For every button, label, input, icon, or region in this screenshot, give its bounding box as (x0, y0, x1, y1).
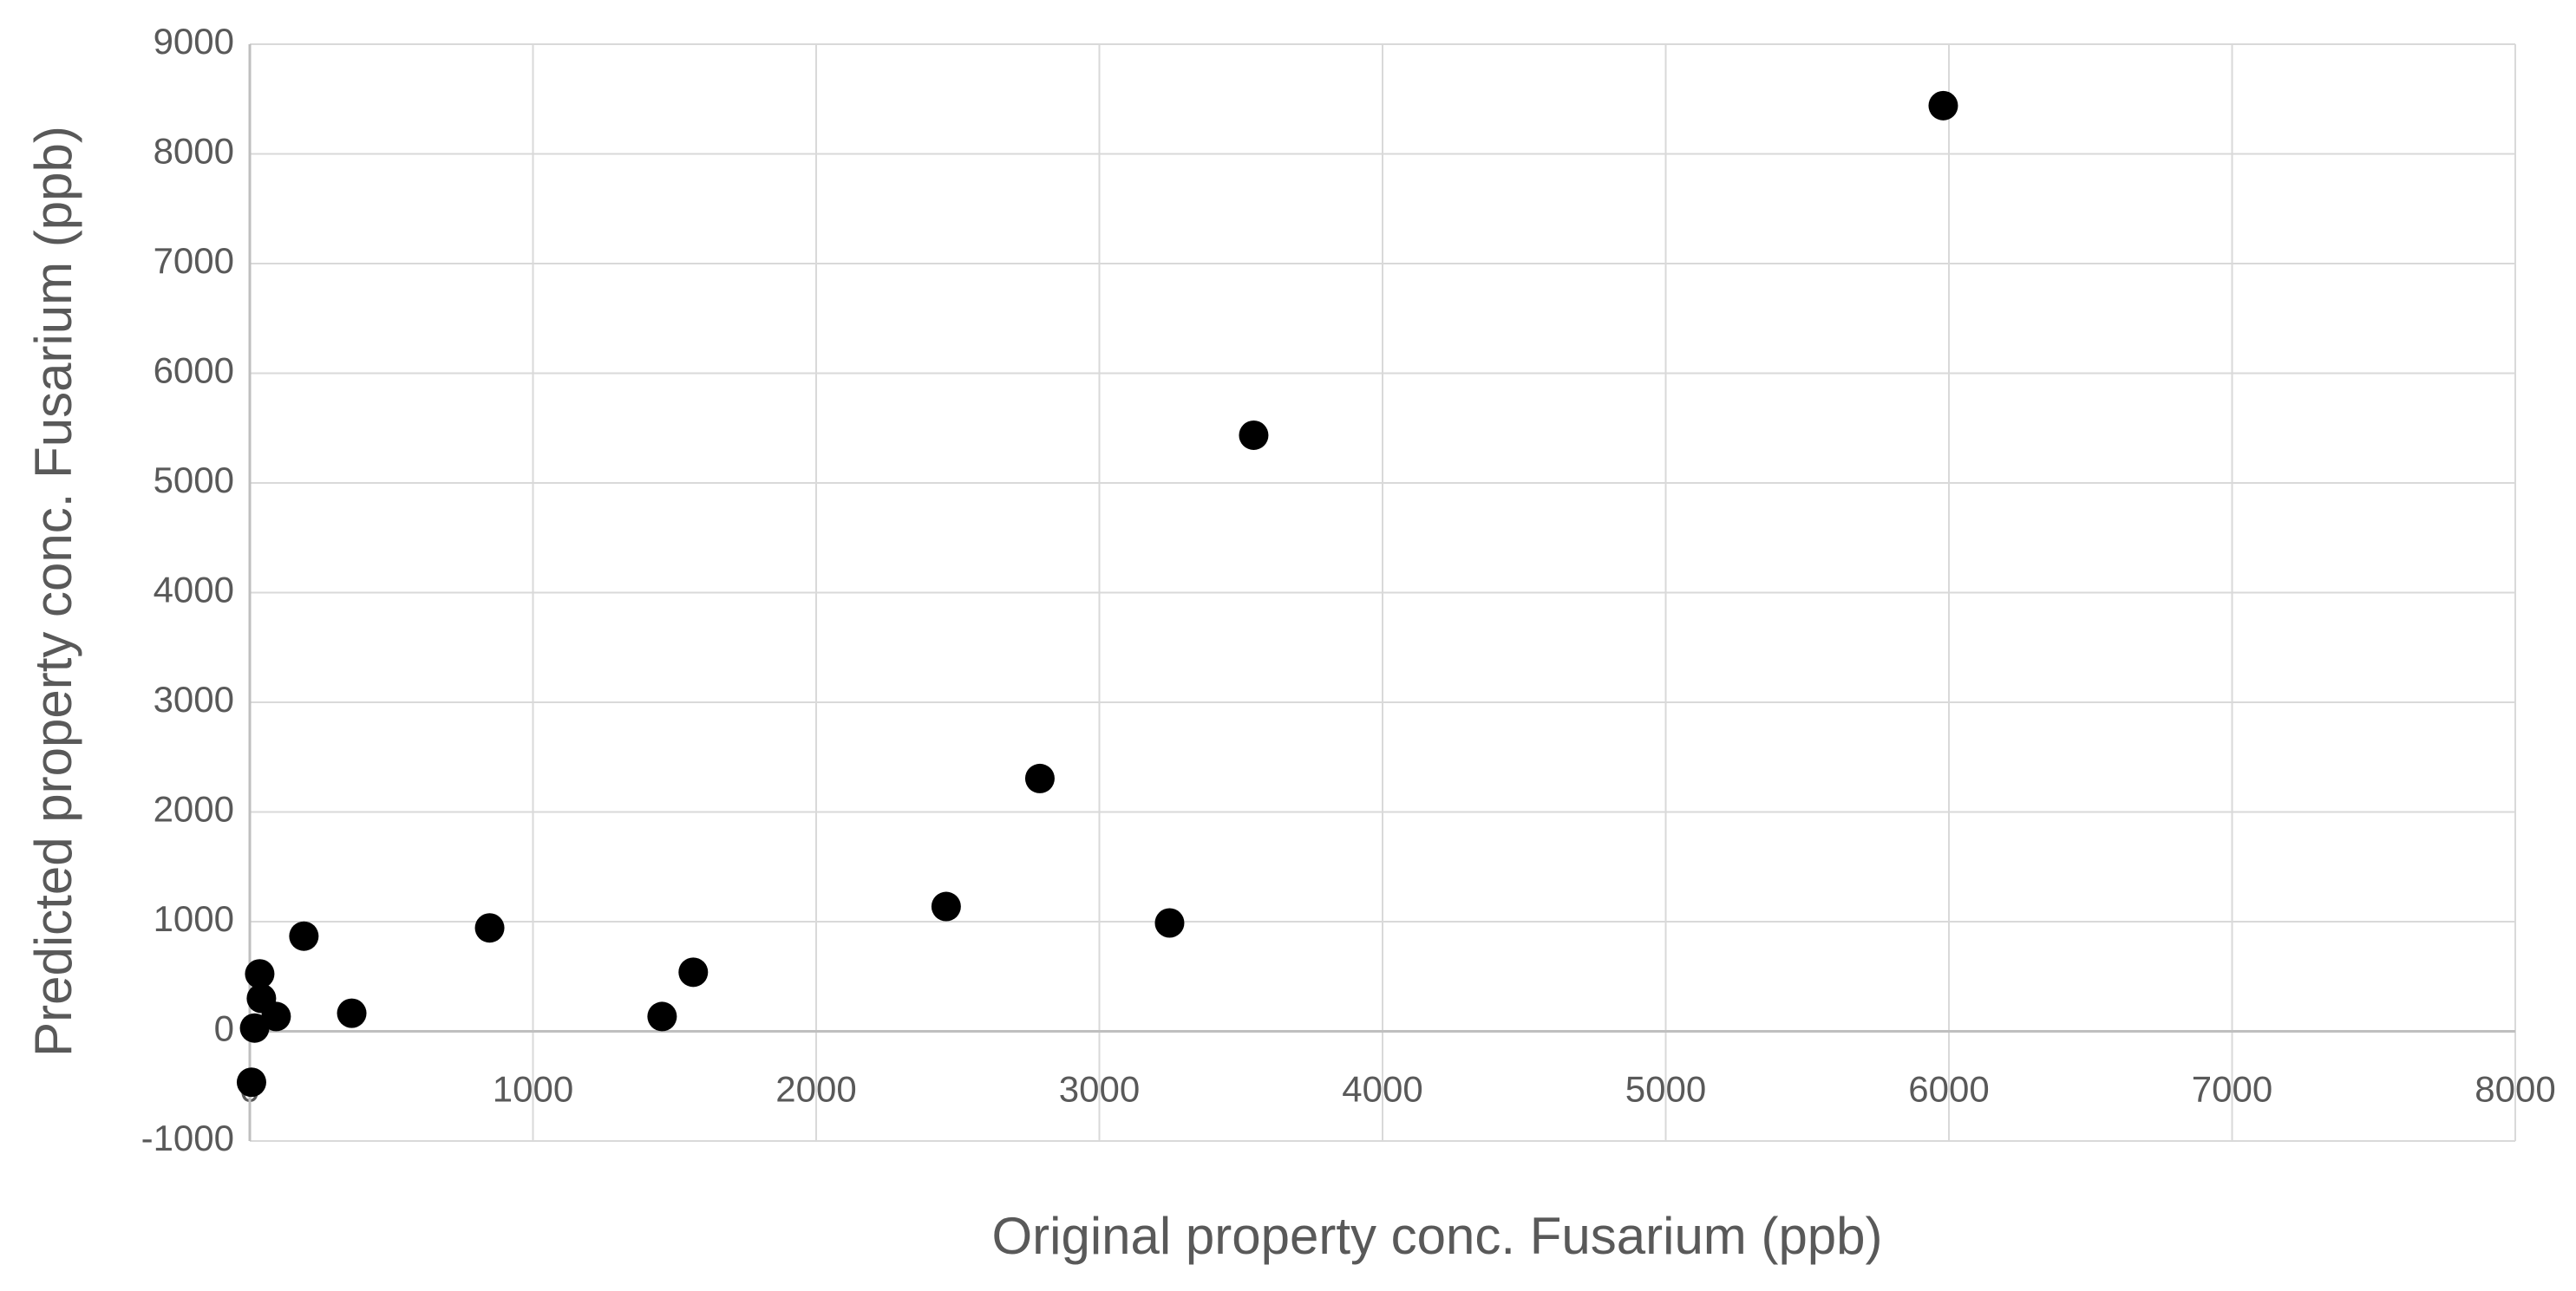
x-tick-label: 2000 (775, 1069, 856, 1110)
point (647, 1001, 677, 1032)
y-tick-label: 4000 (154, 570, 234, 610)
point (236, 1067, 266, 1098)
y-tick-label: 1000 (154, 898, 234, 939)
x-tick-label: 8000 (2475, 1069, 2555, 1110)
point (337, 998, 367, 1028)
x-axis-title: Original property conc. Fusarium (ppb) (991, 1207, 1882, 1265)
y-tick-label: 7000 (154, 240, 234, 281)
y-tick-label: 6000 (154, 350, 234, 391)
point (931, 891, 961, 922)
point (678, 957, 709, 988)
x-tick-label: 5000 (1625, 1069, 1706, 1110)
y-tick-label: 8000 (154, 131, 234, 172)
y-tick-label: 3000 (154, 679, 234, 720)
point (239, 1013, 270, 1043)
x-tick-label: 3000 (1059, 1069, 1140, 1110)
x-tick-label: 6000 (1908, 1069, 1989, 1110)
y-tick-label: 2000 (154, 789, 234, 830)
x-tick-label: 1000 (493, 1069, 573, 1110)
point (245, 959, 275, 989)
x-tick-label: 7000 (2192, 1069, 2272, 1110)
y-tick-label: 5000 (154, 460, 234, 500)
point (261, 1001, 291, 1032)
x-tick-label: 4000 (1342, 1069, 1422, 1110)
y-tick-label: -1000 (141, 1118, 234, 1158)
y-tick-label: 0 (214, 1008, 234, 1049)
point (1928, 90, 1958, 121)
point (474, 913, 505, 943)
point (1239, 420, 1269, 450)
point (289, 921, 319, 951)
y-axis-title: Predicted property conc. Fusarium (ppb) (24, 126, 82, 1057)
point (1024, 763, 1055, 793)
point (1154, 908, 1185, 938)
y-tick-label: 9000 (154, 21, 234, 62)
